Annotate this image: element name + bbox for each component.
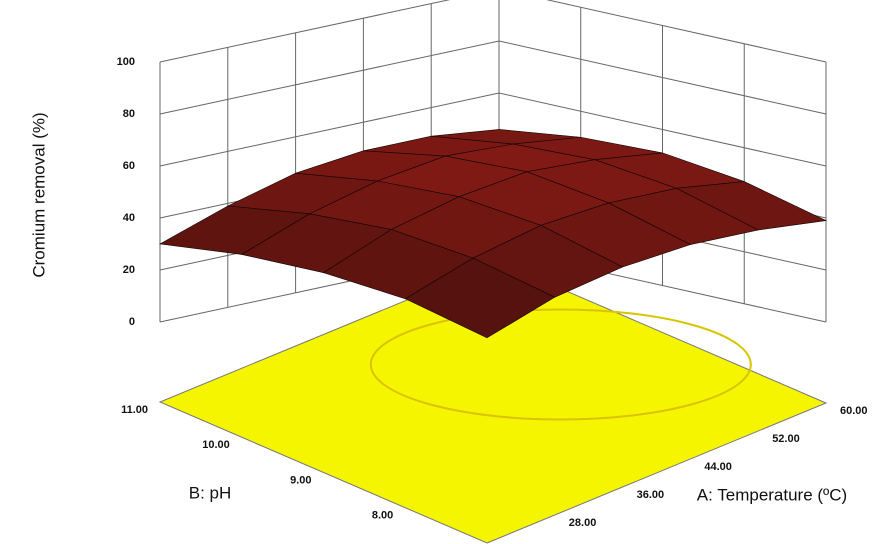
x-tick-label: 60.00 — [840, 405, 868, 417]
z-tick-label: 100 — [117, 56, 135, 68]
z-tick-label: 80 — [123, 108, 135, 120]
x-tick-label: 28.00 — [569, 517, 597, 529]
surface-patch — [404, 257, 556, 339]
z-tick-label: 60 — [123, 160, 135, 172]
contour-line — [369, 308, 752, 421]
z-tick-label: 40 — [123, 212, 135, 224]
grid-line — [159, 40, 827, 115]
z-tick-label: 20 — [123, 264, 135, 276]
z-axis-title: Cromium removal (%) — [29, 112, 48, 277]
y-tick-label: 8.00 — [372, 510, 393, 522]
y-tick-label: 11.00 — [121, 404, 148, 416]
y-axis-title: B: pH — [189, 483, 232, 502]
y-tick-label: 9.00 — [290, 474, 311, 486]
x-axis-title: A: Temperature (ºC) — [697, 485, 847, 504]
x-tick-label: 52.00 — [772, 433, 800, 445]
z-tick-label: 0 — [129, 316, 135, 328]
x-tick-label: 44.00 — [704, 461, 732, 473]
y-tick-label: 10.00 — [202, 439, 230, 451]
grid-line — [159, 0, 827, 63]
x-tick-label: 36.00 — [637, 489, 665, 501]
